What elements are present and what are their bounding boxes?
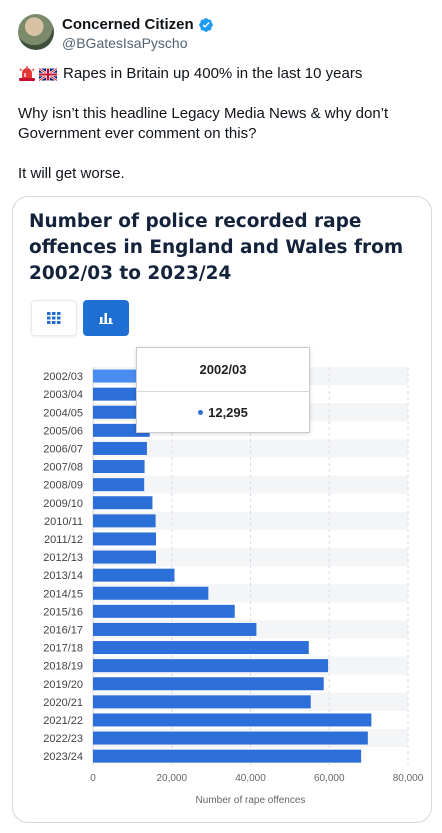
tooltip-title: 2002/03 [137,348,309,392]
category-label: 2008/09 [43,480,83,492]
bar [93,586,209,600]
category-label: 2021/22 [43,715,83,727]
category-label: 2006/07 [43,443,83,455]
bar [93,713,372,727]
category-label: 2004/05 [43,407,83,419]
x-tick-label: 40,000 [235,773,266,784]
category-label: 2007/08 [43,462,83,474]
bar [93,731,368,745]
bar [93,423,150,437]
bar [93,749,362,763]
x-tick-label: 20,000 [156,773,187,784]
bar [93,387,146,401]
bar [93,514,156,528]
category-label: 2005/06 [43,425,83,437]
category-label: 2019/20 [43,679,83,691]
tweet-line-2: Why isn’t this headline Legacy Media New… [18,105,389,142]
bar [93,550,156,564]
table-view-button[interactable] [31,300,77,336]
verified-badge-icon[interactable] [198,17,214,33]
chart-title: Number of police recorded rape offences … [29,211,404,284]
category-label: 2013/14 [43,570,83,582]
display-name[interactable]: Concerned Citizen [62,16,194,33]
category-label: 2002/03 [43,371,83,383]
bar [93,677,324,691]
tooltip-value-row: 12,295 [137,392,309,432]
tweet-line-1-text: Rapes in Britain up 400% in the last 10 … [63,65,363,82]
tweet-text: Rapes in Britain up 400% in the last 10 … [18,64,428,184]
category-label: 2017/18 [43,643,83,655]
bar-view-button[interactable] [83,300,129,336]
category-label: 2003/04 [43,389,83,401]
bar-chart-icon [99,313,113,324]
chart-image-card[interactable]: Number of police recorded rape offences … [12,196,432,823]
bar [93,478,145,492]
category-label: 2011/12 [44,534,83,546]
category-label: 2012/13 [43,552,83,564]
category-label: 2022/23 [43,733,83,745]
tweet-line-1: Rapes in Britain up 400% in the last 10 … [18,64,428,84]
bar [93,405,144,419]
siren-emoji [19,66,35,81]
author-name-row: Concerned Citizen [62,16,214,33]
bar [93,604,235,618]
x-tick-label: 0 [90,773,96,784]
chart-tooltip: 2002/03 12,295 [136,347,310,433]
uk-flag-emoji [39,67,57,81]
bar [93,641,309,655]
bar [93,622,257,636]
avatar[interactable] [18,14,54,50]
x-axis-title: Number of rape offences [196,795,306,806]
category-label: 2023/24 [43,751,83,763]
bar [93,460,145,474]
bar [93,496,153,510]
category-label: 2020/21 [43,697,83,709]
category-label: 2015/16 [43,606,83,618]
tweet-line-3: It will get worse. [18,165,125,182]
bar [93,568,175,582]
bar-chart: 0 20,000 40,000 60,000 80,000 2002/03 2003/04 2… [43,367,424,806]
category-label: 2018/19 [43,661,83,673]
tooltip-series-dot [198,409,204,415]
grid-icon [47,312,61,324]
category-label: 2010/11 [44,516,83,528]
x-tick-label: 80,000 [393,773,424,784]
bar [93,695,311,709]
category-label: 2009/10 [43,498,83,510]
category-label: 2014/15 [43,588,83,600]
tooltip-value: 12,295 [208,404,248,420]
author-handle[interactable]: @BGatesIsaPyscho [62,35,188,51]
bar [93,659,329,673]
bar [93,369,142,383]
bar [93,532,156,546]
category-label: 2016/17 [43,624,83,636]
bar [93,441,147,455]
x-tick-label: 60,000 [314,773,345,784]
